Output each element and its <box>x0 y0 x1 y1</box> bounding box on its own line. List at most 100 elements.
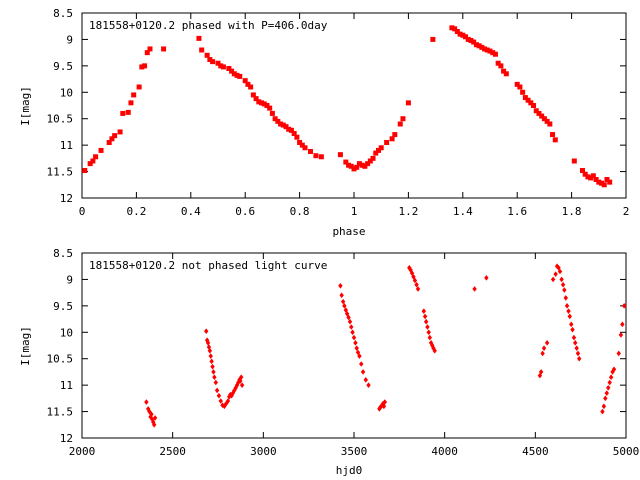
phased-data-point <box>207 57 213 63</box>
unphased-data-point <box>339 292 344 299</box>
phased-data-point <box>109 136 115 142</box>
phased-data-point <box>582 171 588 177</box>
phased-data-point <box>318 154 324 160</box>
unphased-ytick-label: 11.5 <box>47 406 74 419</box>
unphased-data-point <box>338 282 343 289</box>
unphased-data-point <box>604 390 609 396</box>
unphased-data-point <box>229 392 234 399</box>
phased-ytick-label: 10.5 <box>47 113 74 126</box>
unphased-data-point <box>573 340 578 346</box>
phased-data-point <box>218 63 224 69</box>
phased-ytick-label: 12 <box>60 192 73 205</box>
unphased-points <box>144 263 627 428</box>
unphased-data-point <box>360 369 366 375</box>
phased-xtick-label: 1.2 <box>398 205 418 218</box>
phased-ytick-label: 11.5 <box>47 166 74 179</box>
phased-data-point <box>362 163 368 169</box>
phased-data-point <box>430 36 436 42</box>
phased-data-point <box>525 97 531 103</box>
phased-data-point <box>220 64 226 70</box>
phased-data-point <box>490 50 496 56</box>
unphased-data-point <box>608 374 614 381</box>
unphased-data-point <box>363 377 368 383</box>
phased-xtick-label: 0 <box>79 205 86 218</box>
phased-data-point <box>226 66 232 71</box>
unphased-data-point <box>381 403 387 410</box>
phased-data-point <box>136 84 142 90</box>
unphased-data-point <box>382 399 388 405</box>
unphased-data-point <box>472 286 477 292</box>
unphased-data-point <box>353 340 358 346</box>
unphased-data-point <box>560 281 566 288</box>
unphased-data-point <box>225 398 231 404</box>
unphased-data-point <box>366 382 371 388</box>
phased-data-point <box>231 71 237 77</box>
phased-xtick-label: 0.2 <box>126 205 146 218</box>
unphased-data-point <box>415 286 421 292</box>
phased-data-point <box>161 46 167 52</box>
phased-data-point <box>131 92 137 98</box>
phased-data-point <box>356 161 362 167</box>
unphased-ytick-label: 11 <box>60 379 73 392</box>
unphased-data-point <box>151 421 157 428</box>
unphased-data-point <box>601 403 607 410</box>
unphased-data-point <box>340 298 346 305</box>
unphased-data-point <box>150 416 155 423</box>
phased-data-point <box>607 179 613 185</box>
phased-ytick-label: 9.5 <box>53 60 73 73</box>
phased-data-point <box>283 124 289 130</box>
unphased-xtick-label: 2500 <box>159 445 186 458</box>
phased-data-point <box>215 60 221 66</box>
unphased-data-point <box>213 379 219 386</box>
phased-data-point <box>261 101 267 107</box>
phased-data-point <box>248 84 254 90</box>
phased-data-point <box>375 147 381 153</box>
unphased-data-point <box>210 363 215 370</box>
phased-data-point <box>280 122 286 128</box>
unphased-data-point <box>351 334 357 341</box>
unphased-ytick-label: 10 <box>60 326 73 339</box>
phased-data-point <box>302 145 308 151</box>
phased-data-point <box>125 109 131 115</box>
phased-data-point <box>199 47 205 53</box>
phased-data-point <box>531 103 537 108</box>
phased-data-point <box>517 84 523 90</box>
phased-data-point <box>204 52 210 58</box>
phased-data-point <box>142 63 148 69</box>
unphased-data-point <box>212 374 217 381</box>
unphased-data-point <box>204 328 209 335</box>
phased-data-point <box>351 166 357 172</box>
unphased-data-point <box>421 308 427 314</box>
phased-xlabel: phase <box>332 225 365 238</box>
unphased-ytick-label: 9.5 <box>53 300 73 313</box>
phased-data-point <box>460 32 466 38</box>
phased-data-point <box>348 163 354 169</box>
unphased-ylabel: I[mag] <box>19 326 32 366</box>
phased-data-point <box>520 89 526 95</box>
phased-data-point <box>365 161 371 167</box>
phased-xtick-label: 1.8 <box>562 205 582 218</box>
unphased-xtick-label: 3000 <box>250 445 277 458</box>
phased-data-point <box>299 142 305 148</box>
phased-data-point <box>498 63 504 69</box>
phased-data-point <box>370 155 376 161</box>
phased-xtick-label: 2 <box>623 205 630 218</box>
unphased-data-point <box>570 326 575 333</box>
unphased-data-point <box>214 387 220 394</box>
phased-data-point <box>259 100 265 106</box>
phased-data-point <box>147 46 153 52</box>
phased-data-point <box>359 162 365 168</box>
unphased-xtick-label: 4500 <box>522 445 549 458</box>
phased-data-point <box>465 36 471 42</box>
unphased-data-point <box>620 321 625 328</box>
unphased-data-point <box>600 408 605 415</box>
phased-data-point <box>337 152 343 158</box>
unphased-ytick-label: 9 <box>66 273 73 286</box>
phased-data-point <box>514 81 520 87</box>
phased-data-point <box>82 168 88 174</box>
phased-data-point <box>449 25 455 31</box>
unphased-xtick-label: 2000 <box>69 445 96 458</box>
unphased-data-point <box>603 395 608 402</box>
phased-data-point <box>550 132 556 138</box>
phased-data-point <box>593 177 599 182</box>
